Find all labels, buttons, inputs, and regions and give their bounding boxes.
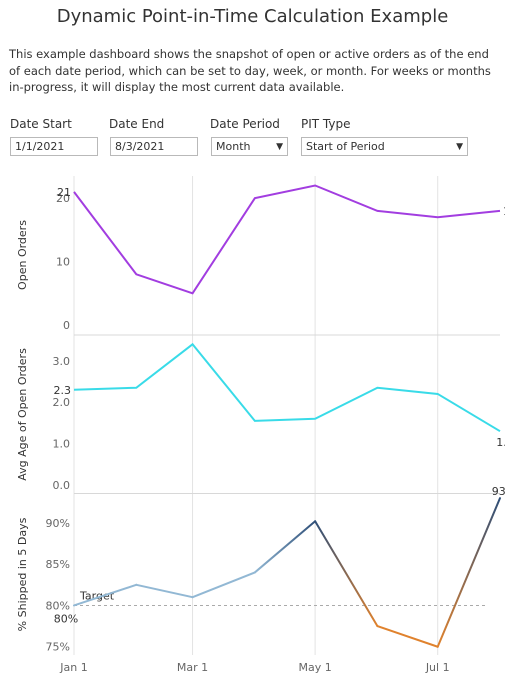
shipped-line-segment bbox=[73, 583, 138, 607]
y-axis-title: Open Orders bbox=[16, 220, 29, 290]
y-tick-label: 0.0 bbox=[53, 479, 71, 492]
shipped-line-segment bbox=[436, 497, 501, 648]
dashboard-description: This example dashboard shows the snapsho… bbox=[9, 47, 491, 94]
data-label: 18 bbox=[503, 205, 505, 218]
y-tick-label: 80% bbox=[46, 599, 70, 612]
data-label: 80% bbox=[54, 612, 78, 625]
date-period-value: Month bbox=[216, 140, 251, 153]
y-tick-label: 85% bbox=[46, 558, 70, 571]
pit-type-label: PIT Type bbox=[301, 117, 351, 131]
date-period-label: Date Period bbox=[210, 117, 280, 131]
shipped-line-segment bbox=[135, 583, 194, 599]
open-orders-line bbox=[73, 184, 501, 295]
shipped-line-segment bbox=[314, 520, 379, 628]
pit-type-select[interactable]: Start of Period ▼ bbox=[301, 137, 468, 156]
page-title: Dynamic Point-in-Time Calculation Exampl… bbox=[56, 6, 449, 27]
data-label: 21 bbox=[57, 186, 71, 199]
y-axis-title: Avg Age of Open Orders bbox=[16, 348, 29, 481]
date-start-input[interactable] bbox=[10, 137, 98, 156]
y-tick-label: 90% bbox=[46, 517, 70, 530]
x-tick-label: Mar 1 bbox=[177, 661, 208, 674]
x-tick-label: Jan 1 bbox=[59, 661, 87, 674]
date-end-label: Date End bbox=[109, 117, 165, 131]
date-end-input[interactable] bbox=[110, 137, 198, 156]
x-tick-label: Jul 1 bbox=[425, 661, 450, 674]
shipped-line-segment bbox=[376, 625, 439, 648]
y-tick-label: 1.0 bbox=[53, 438, 71, 451]
chevron-down-icon: ▼ bbox=[456, 141, 463, 152]
pit-type-value: Start of Period bbox=[306, 140, 385, 153]
shipped-line-segment bbox=[191, 571, 256, 599]
avg-age-line bbox=[73, 342, 501, 433]
x-tick-label: May 1 bbox=[299, 661, 332, 674]
y-tick-label: 20 bbox=[56, 192, 70, 205]
date-start-label: Date Start bbox=[10, 117, 72, 131]
y-tick-label: 2.0 bbox=[53, 396, 71, 409]
y-tick-label: 10 bbox=[56, 256, 70, 269]
y-tick-label: 75% bbox=[46, 641, 70, 654]
y-tick-label: 3.0 bbox=[53, 355, 71, 368]
data-label: 2.3 bbox=[54, 384, 72, 397]
chevron-down-icon: ▼ bbox=[276, 141, 283, 152]
y-axis-title: % Shipped in 5 Days bbox=[16, 517, 29, 631]
y-tick-label: 0 bbox=[63, 319, 70, 332]
target-label: Target bbox=[79, 589, 115, 602]
shipped-line-segment bbox=[253, 520, 317, 574]
data-label: 1.3 bbox=[496, 436, 505, 449]
data-label: 93% bbox=[492, 485, 505, 498]
date-period-select[interactable]: Month ▼ bbox=[211, 137, 288, 156]
